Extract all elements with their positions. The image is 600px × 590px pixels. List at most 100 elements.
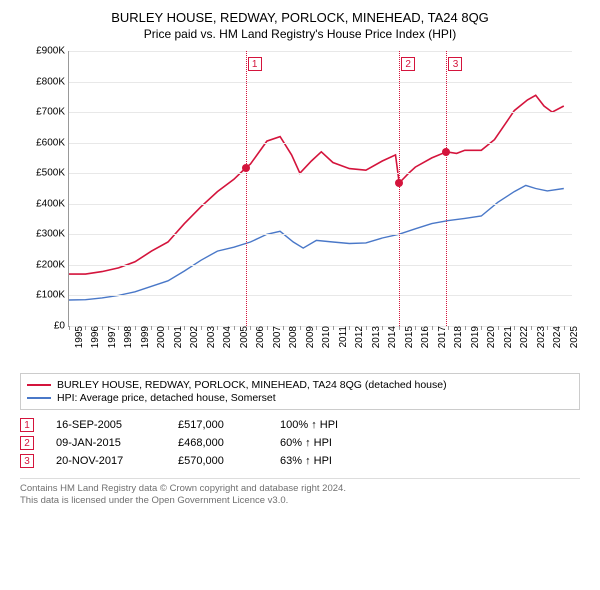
series-line-property	[69, 95, 564, 274]
x-tick-mark	[184, 326, 185, 330]
gridline-h	[69, 143, 572, 144]
gridline-h	[69, 112, 572, 113]
event-row-pct: 60% ↑ HPI	[280, 437, 390, 449]
x-tick-mark	[481, 326, 482, 330]
x-tick-mark	[382, 326, 383, 330]
x-tick-mark	[283, 326, 284, 330]
event-dot	[395, 179, 403, 187]
x-tick-label: 2008	[286, 326, 299, 348]
event-flag: 2	[401, 57, 415, 71]
y-tick-label: £700K	[36, 107, 69, 118]
x-tick-mark	[448, 326, 449, 330]
x-tick-label: 2009	[303, 326, 316, 348]
x-tick-mark	[514, 326, 515, 330]
x-tick-mark	[300, 326, 301, 330]
x-tick-label: 1998	[121, 326, 134, 348]
chart-subtitle: Price paid vs. HM Land Registry's House …	[8, 27, 592, 41]
x-tick-label: 1995	[72, 326, 85, 348]
x-tick-mark	[250, 326, 251, 330]
event-row-price: £468,000	[178, 437, 258, 449]
gridline-h	[69, 295, 572, 296]
event-flag: 1	[248, 57, 262, 71]
event-flag: 3	[448, 57, 462, 71]
x-tick-label: 2007	[270, 326, 283, 348]
x-tick-mark	[217, 326, 218, 330]
y-tick-label: £400K	[36, 198, 69, 209]
y-tick-label: £600K	[36, 137, 69, 148]
x-tick-mark	[102, 326, 103, 330]
x-tick-label: 2019	[468, 326, 481, 348]
event-row: 320-NOV-2017£570,00063% ↑ HPI	[20, 454, 580, 468]
footer-line-1: Contains HM Land Registry data © Crown c…	[20, 483, 580, 495]
gridline-h	[69, 173, 572, 174]
x-tick-mark	[399, 326, 400, 330]
y-tick-label: £500K	[36, 168, 69, 179]
x-tick-mark	[333, 326, 334, 330]
x-tick-label: 2013	[369, 326, 382, 348]
gridline-h	[69, 265, 572, 266]
legend-item-hpi: HPI: Average price, detached house, Some…	[27, 392, 573, 404]
event-row: 209-JAN-2015£468,00060% ↑ HPI	[20, 436, 580, 450]
event-row-flag: 1	[20, 418, 34, 432]
chart-container: £0£100K£200K£300K£400K£500K£600K£700K£80…	[20, 47, 580, 367]
x-tick-label: 2023	[534, 326, 547, 348]
x-tick-mark	[415, 326, 416, 330]
x-tick-label: 2024	[550, 326, 563, 348]
series-svg	[69, 51, 572, 326]
x-tick-mark	[234, 326, 235, 330]
x-tick-label: 2000	[154, 326, 167, 348]
series-line-hpi	[69, 185, 564, 300]
event-row-date: 20-NOV-2017	[56, 455, 156, 467]
x-tick-label: 2018	[451, 326, 464, 348]
x-tick-label: 2003	[204, 326, 217, 348]
x-tick-mark	[465, 326, 466, 330]
gridline-h	[69, 51, 572, 52]
x-tick-mark	[316, 326, 317, 330]
event-row-flag: 3	[20, 454, 34, 468]
y-tick-label: £200K	[36, 259, 69, 270]
legend-label-property: BURLEY HOUSE, REDWAY, PORLOCK, MINEHEAD,…	[57, 379, 447, 391]
events-table: 116-SEP-2005£517,000100% ↑ HPI209-JAN-20…	[20, 418, 580, 468]
x-tick-label: 2020	[484, 326, 497, 348]
x-tick-label: 2025	[567, 326, 580, 348]
x-tick-mark	[366, 326, 367, 330]
x-tick-mark	[349, 326, 350, 330]
x-tick-mark	[135, 326, 136, 330]
x-tick-label: 2016	[418, 326, 431, 348]
y-tick-label: £300K	[36, 229, 69, 240]
x-tick-label: 2011	[336, 326, 349, 348]
x-tick-label: 2010	[319, 326, 332, 348]
y-tick-label: £800K	[36, 76, 69, 87]
x-tick-mark	[118, 326, 119, 330]
x-tick-label: 2017	[435, 326, 448, 348]
legend-item-property: BURLEY HOUSE, REDWAY, PORLOCK, MINEHEAD,…	[27, 379, 573, 391]
x-tick-label: 1999	[138, 326, 151, 348]
y-tick-label: £100K	[36, 290, 69, 301]
x-tick-label: 2015	[402, 326, 415, 348]
event-row-pct: 100% ↑ HPI	[280, 419, 390, 431]
plot-area: £0£100K£200K£300K£400K£500K£600K£700K£80…	[68, 51, 572, 327]
event-row-price: £570,000	[178, 455, 258, 467]
x-tick-label: 2005	[237, 326, 250, 348]
event-line	[399, 51, 400, 326]
gridline-h	[69, 204, 572, 205]
event-row: 116-SEP-2005£517,000100% ↑ HPI	[20, 418, 580, 432]
x-tick-label: 2001	[171, 326, 184, 348]
x-tick-mark	[69, 326, 70, 330]
event-row-flag: 2	[20, 436, 34, 450]
gridline-h	[69, 82, 572, 83]
x-tick-mark	[531, 326, 532, 330]
x-tick-label: 2021	[501, 326, 514, 348]
x-tick-mark	[201, 326, 202, 330]
x-tick-mark	[267, 326, 268, 330]
event-line	[446, 51, 447, 326]
x-tick-label: 2022	[517, 326, 530, 348]
chart-title: BURLEY HOUSE, REDWAY, PORLOCK, MINEHEAD,…	[8, 10, 592, 25]
event-row-date: 16-SEP-2005	[56, 419, 156, 431]
x-tick-mark	[151, 326, 152, 330]
x-tick-label: 2002	[187, 326, 200, 348]
event-line	[246, 51, 247, 326]
x-tick-label: 2012	[352, 326, 365, 348]
x-tick-mark	[432, 326, 433, 330]
legend: BURLEY HOUSE, REDWAY, PORLOCK, MINEHEAD,…	[20, 373, 580, 410]
